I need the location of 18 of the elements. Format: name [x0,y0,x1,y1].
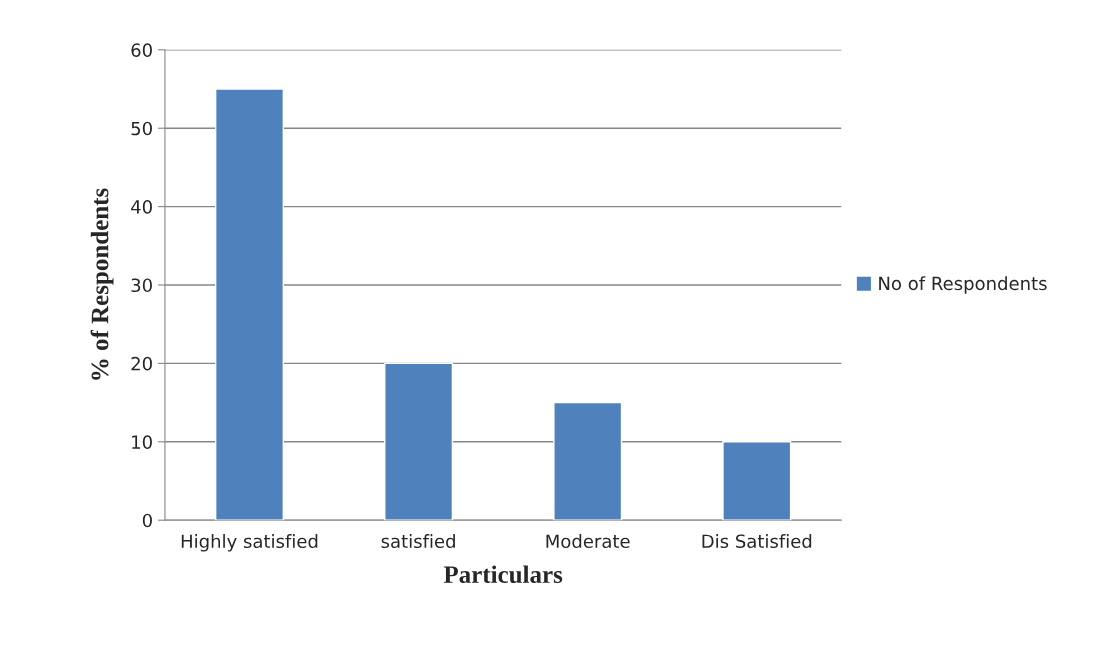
y-tick-label: 30 [131,278,152,293]
legend-label: No of Respondents [879,276,1047,294]
y-tick-label: 40 [131,200,152,214]
y-axis-title: % of Respondents [90,188,114,380]
x-axis-title: Particulars [443,565,563,584]
bar [722,441,792,521]
bar [553,401,623,521]
y-tick-label: 50 [131,121,152,136]
y-tick-label: 0 [142,513,152,528]
x-tick-label: Dis Satisfied [702,534,812,549]
y-tick-label: 20 [131,356,152,371]
bar [214,88,285,521]
x-tick-label: satisfied [381,534,455,549]
x-tick-label: Moderate [546,534,630,549]
x-tick-label: Highly satisfied [181,534,318,552]
y-tick-label: 60 [131,43,152,57]
bar [384,362,454,521]
y-tick-label: 10 [132,435,152,449]
